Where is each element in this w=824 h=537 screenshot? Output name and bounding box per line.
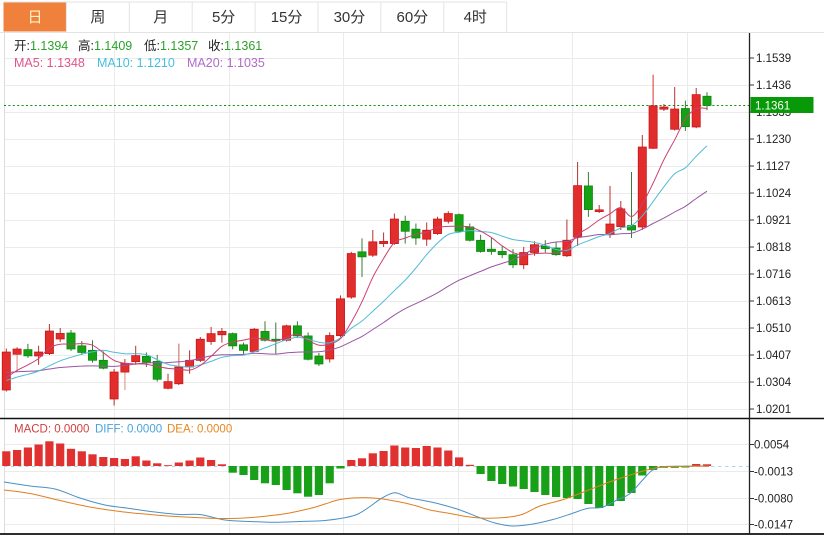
svg-text:-0.0080: -0.0080: [754, 494, 793, 506]
svg-text:4时: 4时: [464, 9, 487, 26]
svg-text:DIFF: 0.0000: DIFF: 0.0000: [95, 424, 162, 436]
svg-text:收:1.1361: 收:1.1361: [208, 39, 262, 53]
svg-text:1.0304: 1.0304: [756, 377, 792, 389]
svg-text:日: 日: [27, 9, 42, 26]
svg-text:60分: 60分: [397, 9, 429, 26]
svg-text:1.0613: 1.0613: [756, 296, 791, 308]
svg-text:1.1361: 1.1361: [755, 101, 790, 113]
svg-text:-0.0147: -0.0147: [754, 520, 793, 532]
svg-text:1.1024: 1.1024: [756, 188, 792, 200]
svg-text:MA5: 1.1348: MA5: 1.1348: [14, 56, 85, 70]
svg-text:MA20: 1.1035: MA20: 1.1035: [187, 56, 265, 70]
svg-text:1.1230: 1.1230: [756, 134, 791, 146]
svg-text:1.0716: 1.0716: [756, 269, 791, 281]
svg-text:1.0201: 1.0201: [756, 404, 791, 416]
svg-text:1.1539: 1.1539: [756, 53, 791, 65]
svg-text:1.1436: 1.1436: [756, 80, 791, 92]
svg-text:1.0921: 1.0921: [756, 215, 791, 227]
svg-text:5分: 5分: [212, 9, 235, 26]
svg-text:30分: 30分: [334, 9, 366, 26]
svg-text:0.0054: 0.0054: [754, 440, 790, 452]
svg-text:高:1.1409: 高:1.1409: [78, 38, 132, 53]
svg-text:1.1127: 1.1127: [756, 161, 790, 173]
svg-text:MACD: 0.0000: MACD: 0.0000: [14, 424, 89, 436]
svg-text:月: 月: [153, 9, 168, 26]
svg-text:-0.0013: -0.0013: [754, 467, 793, 479]
svg-text:MA10: 1.1210: MA10: 1.1210: [97, 56, 175, 70]
svg-text:DEA: 0.0000: DEA: 0.0000: [167, 424, 232, 436]
svg-text:1.0407: 1.0407: [756, 350, 791, 362]
svg-text:15分: 15分: [271, 9, 303, 26]
svg-text:1.0818: 1.0818: [756, 242, 791, 254]
svg-text:开:1.1394: 开:1.1394: [14, 39, 68, 53]
svg-text:1.0510: 1.0510: [756, 323, 791, 335]
svg-text:周: 周: [90, 9, 105, 26]
svg-text:低:1.1357: 低:1.1357: [144, 39, 198, 53]
